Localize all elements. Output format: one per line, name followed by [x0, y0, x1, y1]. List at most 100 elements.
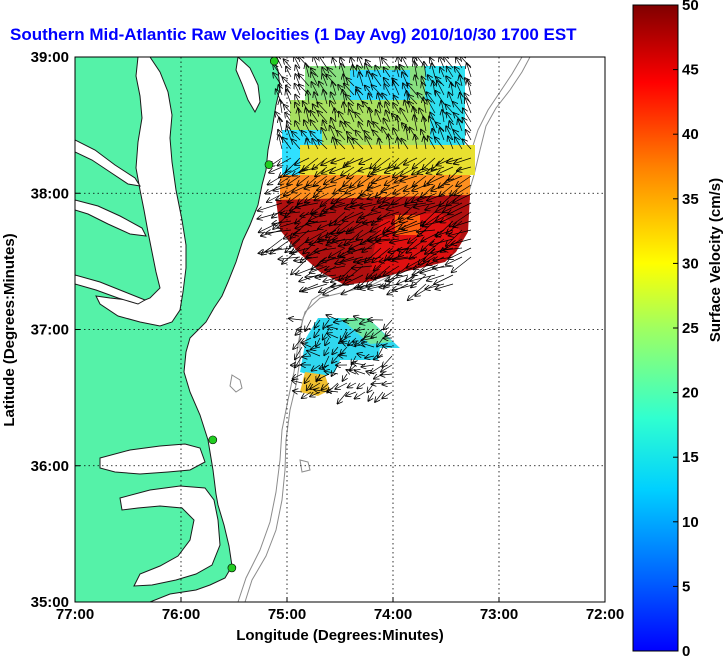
velocity-arrow — [323, 283, 346, 295]
velocity-arrow — [317, 184, 337, 190]
velocity-arrow — [333, 138, 336, 150]
velocity-arrow — [301, 337, 312, 343]
velocity-arrow — [332, 346, 339, 354]
velocity-arrow — [316, 275, 337, 278]
velocity-arrow — [436, 283, 454, 289]
velocity-arrow — [397, 265, 418, 275]
velocity-arrow — [393, 257, 418, 260]
velocity-arrow — [422, 220, 445, 226]
velocity-arrow — [408, 95, 418, 105]
velocity-arrow — [366, 371, 375, 374]
velocity-arrow — [411, 274, 427, 287]
velocity-arrow — [428, 175, 445, 184]
velocity-arrow — [453, 220, 472, 227]
velocity-arrow — [465, 98, 472, 114]
velocity-arrow — [348, 247, 373, 252]
chart-title: Southern Mid-Atlantic Raw Velocities (1 … — [10, 25, 577, 44]
velocity-arrow — [294, 229, 319, 234]
velocity-arrow — [330, 211, 346, 226]
velocity-arrow — [361, 365, 375, 367]
velocity-arrow — [453, 193, 472, 203]
colorbar-tick-label: 45 — [682, 62, 699, 79]
velocity-arrow — [460, 93, 462, 105]
velocity-arrow — [384, 84, 391, 96]
velocity-arrow — [365, 328, 375, 337]
velocity-arrow — [322, 74, 328, 87]
velocity-arrow — [343, 175, 355, 186]
velocity-arrow — [312, 139, 319, 150]
velocity-arrow — [331, 157, 346, 163]
velocity-arrow — [323, 319, 330, 328]
velocity-arrow — [368, 391, 375, 401]
velocity-arrow — [355, 131, 364, 141]
velocity-arrow — [276, 193, 292, 200]
velocity-arrow — [406, 126, 408, 141]
velocity-arrow — [302, 356, 312, 357]
velocity-arrow — [268, 175, 283, 185]
velocity-arrow — [402, 57, 409, 69]
velocity-arrow — [359, 157, 373, 164]
velocity-arrow — [314, 319, 321, 328]
x-tick-label: 76:00 — [162, 606, 200, 623]
velocity-arrow — [359, 72, 364, 87]
velocity-arrow — [379, 202, 400, 207]
velocity-arrow — [379, 57, 381, 69]
velocity-arrow — [334, 108, 336, 123]
velocity-arrow — [358, 57, 364, 69]
velocity-arrow — [385, 166, 400, 173]
velocity-arrow — [308, 91, 309, 105]
colorbar-label: Surface Velocity (cm/s) — [707, 178, 724, 342]
velocity-arrow — [295, 157, 310, 165]
velocity-arrow — [378, 139, 381, 150]
velocity-arrow — [266, 230, 292, 233]
velocity-arrow — [306, 221, 328, 224]
velocity-arrow — [353, 65, 354, 78]
colorbar — [632, 4, 679, 652]
y-axis-ticks: 39:00 38:00 37:00 36:00 35:00 — [31, 49, 80, 611]
y-tick-label: 37:00 — [31, 322, 69, 339]
velocity-arrow — [290, 247, 310, 253]
velocity-arrow — [312, 212, 337, 215]
velocity-arrow — [303, 238, 319, 254]
velocity-arrow — [370, 157, 382, 169]
velocity-arrow — [318, 140, 328, 150]
velocity-arrow — [355, 371, 366, 374]
velocity-arrow — [278, 220, 301, 228]
velocity-arrow — [436, 211, 454, 221]
velocity-arrow — [424, 137, 426, 150]
velocity-arrow — [356, 229, 373, 239]
velocity-arrow — [323, 90, 327, 105]
velocity-arrow — [362, 338, 375, 340]
velocity-arrow — [397, 116, 399, 132]
velocity-arrow — [343, 103, 345, 114]
velocity-arrow — [427, 274, 445, 281]
velocity-arrow — [437, 166, 454, 174]
colorbar-tick-label: 35 — [682, 191, 699, 208]
velocity-arrow — [337, 193, 355, 202]
velocity-arrow — [452, 256, 472, 272]
velocity-arrow — [331, 175, 346, 182]
velocity-arrow — [345, 122, 355, 132]
velocity-arrow — [286, 67, 292, 78]
velocity-arrow — [412, 184, 427, 191]
velocity-arrow — [285, 238, 301, 252]
velocity-arrow — [297, 175, 310, 185]
velocity-arrow — [404, 101, 408, 114]
velocity-arrow — [339, 355, 348, 356]
velocity-arrow — [304, 120, 310, 132]
chesapeake-bay — [95, 57, 187, 327]
colorbar-tick-label: 20 — [682, 385, 699, 402]
velocity-arrow — [298, 74, 310, 87]
velocity-arrow — [435, 137, 445, 150]
velocity-arrow — [446, 105, 454, 114]
velocity-arrow — [382, 383, 393, 385]
velocity-arrow — [379, 284, 400, 287]
velocity-arrow — [449, 229, 472, 236]
velocity-arrow — [346, 392, 357, 396]
velocity-arrow — [430, 238, 454, 245]
velocity-arrow — [353, 138, 364, 150]
velocity-arrow — [344, 229, 364, 245]
velocity-arrow — [400, 109, 409, 123]
velocity-arrow — [327, 326, 339, 329]
